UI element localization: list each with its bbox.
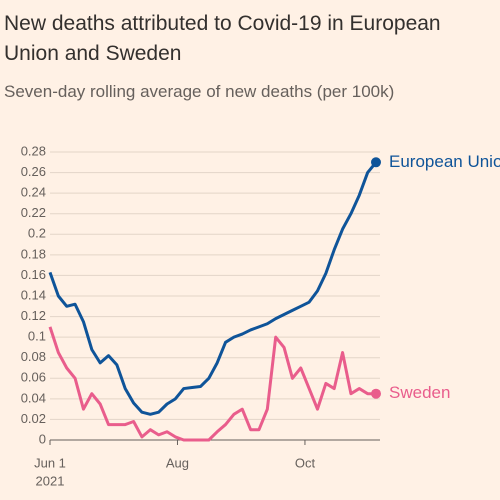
series-line xyxy=(48,326,376,442)
y-tick-label: 0.18 xyxy=(21,246,46,261)
x-tick-label: Aug xyxy=(166,455,189,470)
y-tick-label: 0.04 xyxy=(21,390,46,405)
y-tick-label: 0 xyxy=(39,431,46,446)
chart-title: New deaths attributed to Covid-19 in Eur… xyxy=(4,12,441,35)
y-tick-label: 0.24 xyxy=(21,185,46,200)
end-marker xyxy=(371,157,381,168)
x-tick-label: Jun 1 xyxy=(34,455,66,470)
x-year-label: 2021 xyxy=(36,473,65,488)
chart-subtitle: Seven-day rolling average of new deaths … xyxy=(4,82,394,101)
series-label: European Union xyxy=(389,152,500,171)
y-tick-label: 0.06 xyxy=(21,370,46,385)
end-marker xyxy=(371,388,381,399)
y-tick-label: 0.2 xyxy=(28,226,46,241)
y-tick-label: 0.1 xyxy=(28,329,46,344)
series-label: Sweden xyxy=(389,383,450,402)
y-tick-label: 0.12 xyxy=(21,308,46,323)
x-tick-label: Oct xyxy=(295,455,316,470)
y-tick-label: 0.22 xyxy=(21,205,46,220)
y-tick-label: 0.28 xyxy=(21,143,46,158)
y-tick-label: 0.26 xyxy=(21,164,46,179)
y-tick-label: 0.16 xyxy=(21,267,46,282)
y-tick-label: 0.14 xyxy=(21,287,46,302)
chart-title: Union and Sweden xyxy=(4,42,181,65)
series-line xyxy=(48,161,378,416)
y-tick-label: 0.02 xyxy=(21,411,46,426)
y-tick-label: 0.08 xyxy=(21,349,46,364)
